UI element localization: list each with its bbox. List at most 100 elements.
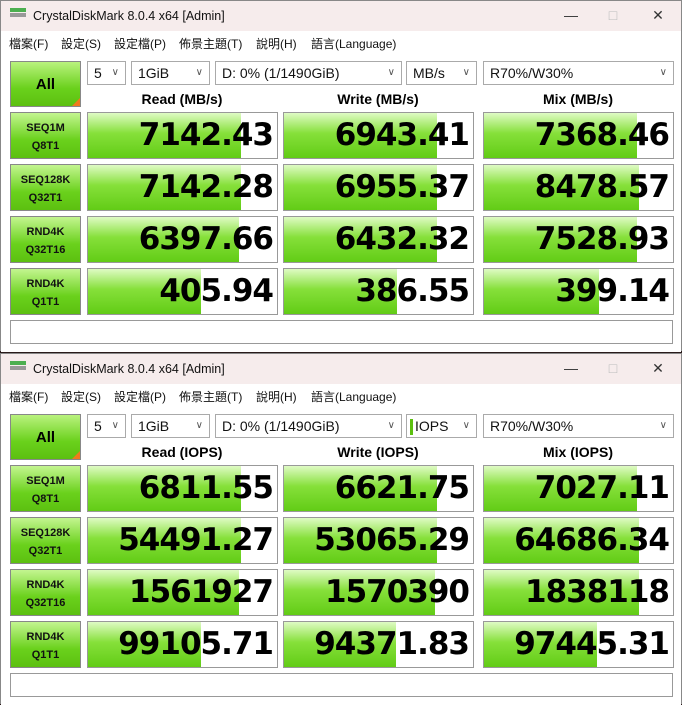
chevron-down-icon: ∨: [462, 67, 470, 78]
result-value: 1838118: [525, 574, 670, 610]
column-header: Read (MB/s): [141, 91, 223, 107]
result-bar: [88, 113, 242, 158]
test-button[interactable]: RND4K Q32T16: [10, 569, 81, 616]
all-button[interactable]: All: [10, 414, 81, 460]
drive-select[interactable]: D: 0% (1/1490GiB) ∨: [215, 414, 402, 438]
test-params: Q32T1: [28, 545, 63, 557]
column-header: Mix (MB/s): [543, 91, 613, 107]
cdm-window: CrystalDiskMark 8.0.4 x64 [Admin] — □ ✕ …: [0, 0, 682, 352]
menu-bar: 檔案(F) 設定(S) 設定檔(P) 佈景主題(T) 說明(H) 語言(Language): [1, 384, 681, 406]
menu-item[interactable]: 說明(H): [256, 390, 297, 404]
unit-marker: [410, 419, 413, 436]
result-cell: 405.94: [87, 268, 278, 315]
result-bar: [284, 269, 398, 314]
result-bar: [284, 622, 396, 667]
result-bar: [284, 165, 438, 210]
test-button[interactable]: SEQ128K Q32T1: [10, 517, 81, 564]
test-button[interactable]: SEQ1M Q8T1: [10, 112, 81, 159]
test-button[interactable]: RND4K Q1T1: [10, 621, 81, 668]
test-name: SEQ128K: [20, 527, 71, 539]
menu-item[interactable]: 設定(S): [61, 390, 101, 404]
menu-item[interactable]: 設定檔(P): [114, 390, 166, 404]
unit-select[interactable]: IOPS ∨: [406, 414, 477, 438]
corner-mark: [72, 451, 80, 459]
menu-item[interactable]: 佈景主題(T): [179, 37, 243, 51]
result-cell: 1838118: [483, 569, 674, 616]
result-cell: 7528.93: [483, 216, 674, 263]
result-cell: 6943.41: [283, 112, 474, 159]
count-select[interactable]: 5 ∨: [87, 61, 126, 85]
result-value: 405.94: [159, 273, 274, 309]
menu-item[interactable]: 說明(H): [256, 37, 297, 51]
comment-input[interactable]: [10, 320, 673, 344]
chevron-down-icon: ∨: [462, 420, 470, 431]
menu-item[interactable]: 設定(S): [61, 37, 101, 51]
chevron-down-icon: ∨: [195, 67, 203, 78]
test-button[interactable]: RND4K Q32T16: [10, 216, 81, 263]
result-value: 7142.28: [138, 169, 274, 205]
test-params: Q8T1: [31, 493, 60, 505]
result-value: 6432.32: [334, 221, 470, 257]
result-cell: 6811.55: [87, 465, 278, 512]
result-cell: 6955.37: [283, 164, 474, 211]
count-select[interactable]: 5 ∨: [87, 414, 126, 438]
result-value: 94371.83: [314, 626, 470, 662]
size-select[interactable]: 1GiB ∨: [131, 61, 210, 85]
result-value: 7027.11: [534, 470, 670, 506]
mix-ratio-select[interactable]: R70%/W30% ∨: [483, 61, 674, 85]
close-icon[interactable]: ✕: [652, 360, 664, 376]
result-value: 6955.37: [334, 169, 470, 205]
drive-value: D: 0% (1/1490GiB): [222, 418, 340, 434]
maximize-icon[interactable]: □: [608, 360, 618, 376]
test-button[interactable]: SEQ128K Q32T1: [10, 164, 81, 211]
column-header: Write (MB/s): [337, 91, 419, 107]
menu-item[interactable]: 語言(Language): [311, 390, 397, 404]
all-button[interactable]: All: [10, 61, 81, 107]
minimize-icon[interactable]: —: [564, 360, 578, 376]
main-panel: All 5 ∨ 1GiB ∨ D: 0% (1/1490GiB) ∨ MB/s ∨ R7…: [1, 53, 681, 352]
menu-item[interactable]: 設定檔(P): [114, 37, 166, 51]
result-value: 7142.43: [138, 117, 274, 153]
menu-item[interactable]: 語言(Language): [311, 37, 397, 51]
test-button[interactable]: SEQ1M Q8T1: [10, 465, 81, 512]
menu-item[interactable]: 檔案(F): [9, 37, 49, 51]
result-value: 54491.27: [118, 522, 274, 558]
result-cell: 7142.43: [87, 112, 278, 159]
test-name: RND4K: [26, 278, 65, 290]
result-bar: [284, 217, 438, 262]
drive-select[interactable]: D: 0% (1/1490GiB) ∨: [215, 61, 402, 85]
test-params: Q32T16: [25, 597, 66, 609]
window-title: CrystalDiskMark 8.0.4 x64 [Admin]: [33, 362, 225, 376]
test-params: Q32T16: [25, 244, 66, 256]
comment-input[interactable]: [10, 673, 673, 697]
mix-ratio-select[interactable]: R70%/W30% ∨: [483, 414, 674, 438]
size-value: 1GiB: [138, 65, 170, 81]
column-header: Mix (IOPS): [542, 444, 613, 460]
all-label: All: [35, 429, 56, 446]
result-bar: [88, 570, 240, 615]
menu-item[interactable]: 檔案(F): [9, 390, 49, 404]
chevron-down-icon: ∨: [387, 420, 395, 431]
chevron-down-icon: ∨: [111, 420, 119, 431]
close-icon[interactable]: ✕: [652, 7, 664, 23]
count-value: 5: [94, 418, 102, 434]
window-title: CrystalDiskMark 8.0.4 x64 [Admin]: [33, 9, 225, 23]
result-value: 8478.57: [534, 169, 670, 205]
size-select[interactable]: 1GiB ∨: [131, 414, 210, 438]
test-button[interactable]: RND4K Q1T1: [10, 268, 81, 315]
chevron-down-icon: ∨: [659, 420, 667, 431]
corner-mark: [72, 98, 80, 106]
chevron-down-icon: ∨: [659, 67, 667, 78]
result-value: 99105.71: [118, 626, 274, 662]
minimize-icon[interactable]: —: [564, 7, 578, 23]
unit-select[interactable]: MB/s ∨: [406, 61, 477, 85]
unit-value: MB/s: [413, 65, 445, 81]
test-params: Q8T1: [31, 140, 60, 152]
result-cell: 6621.75: [283, 465, 474, 512]
maximize-icon[interactable]: □: [608, 7, 618, 23]
test-params: Q32T1: [28, 192, 63, 204]
result-value: 6397.66: [138, 221, 274, 257]
result-bar: [484, 217, 638, 262]
menu-item[interactable]: 佈景主題(T): [179, 390, 243, 404]
mix-ratio-value: R70%/W30%: [490, 418, 574, 434]
